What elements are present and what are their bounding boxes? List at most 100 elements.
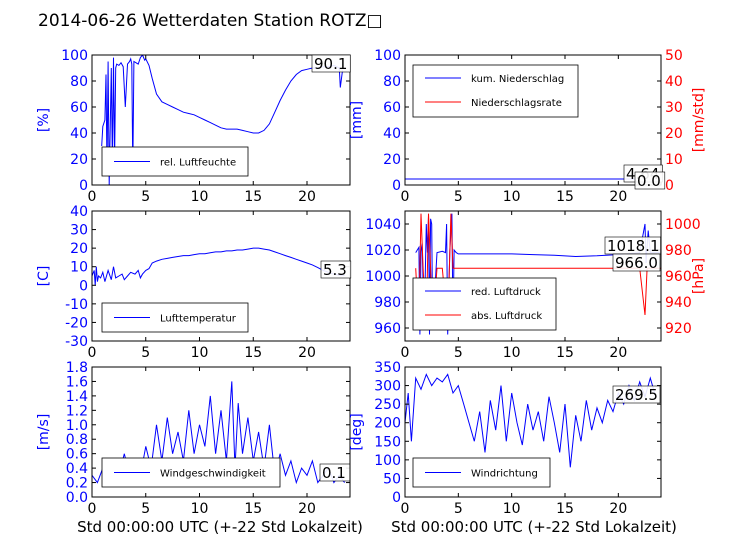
y-tick-label: 20 — [70, 241, 88, 257]
x-tick-label: 0 — [401, 345, 410, 361]
y-tick-label: 0.6 — [66, 447, 88, 463]
figure-title: 2014-06-26 Wetterdaten Station ROTZ□ — [38, 11, 383, 31]
y-tick-label: 0.8 — [66, 432, 88, 448]
end-value-label: 1018.1 — [607, 237, 660, 255]
y2-axis-label: [hPa] — [691, 258, 707, 294]
end-value-label: 0.0 — [637, 172, 661, 190]
y2-tick-label: 1000 — [665, 217, 701, 233]
plot-frame — [91, 54, 351, 186]
y-tick-label: 40 — [383, 126, 401, 142]
series-line-1 — [405, 373, 657, 468]
chart-panel-2: 0 5 10 15 20 0 20 40 60 80 100 0 10 20 30 40 50 [mm] [mm/s… — [349, 48, 707, 205]
y-axis-label: [mm] — [349, 101, 365, 139]
x-tick-label: 15 — [556, 345, 574, 361]
y-tick-label: 150 — [374, 434, 401, 450]
y-tick-label: 100 — [374, 48, 401, 64]
x-axis-title-left: Std 00:00:00 UTC (+-22 Std Lokalzeit) — [77, 518, 363, 536]
x-tick-label: 10 — [191, 189, 209, 205]
series-line-1 — [101, 55, 343, 185]
x-tick-label: 20 — [298, 501, 316, 517]
y-tick-label: 980 — [374, 295, 401, 311]
legend-label: Lufttemperatur — [160, 314, 237, 325]
y-tick-label: -20 — [65, 315, 88, 331]
y-axis-label: [deg] — [349, 413, 365, 450]
end-value-box — [311, 54, 351, 73]
x-tick-label: 15 — [556, 189, 574, 205]
x-tick-label: 5 — [454, 189, 463, 205]
y2-tick-label: 50 — [665, 48, 683, 64]
y-tick-label: 100 — [61, 48, 88, 64]
x-tick-label: 5 — [141, 345, 150, 361]
y-tick-label: 0.0 — [66, 490, 88, 506]
series-line-1 — [92, 247, 345, 286]
x-tick-label: 20 — [609, 345, 627, 361]
legend-label: red. Luftdruck — [471, 287, 541, 298]
chart-panel-1: 0 5 10 15 20 0 20 40 60 80 100 [%] rel. Luftfeuchte 9… — [36, 48, 351, 205]
x-tick-label: 15 — [244, 345, 262, 361]
y-tick-label: 960 — [374, 321, 401, 337]
x-tick-label: 10 — [503, 501, 521, 517]
y-tick-label: -10 — [65, 297, 88, 313]
legend-label: Windrichtung — [471, 469, 538, 480]
legend: rel. Luftfeuchte — [101, 146, 249, 177]
y-tick-label: 350 — [374, 360, 401, 376]
y-tick-label: 20 — [70, 152, 88, 168]
x-tick-label: 10 — [191, 501, 209, 517]
x-tick-label: 5 — [141, 189, 150, 205]
y-tick-label: 0 — [392, 490, 401, 506]
legend-label: Niederschlagsrate — [471, 98, 562, 109]
y-tick-label: 300 — [374, 379, 401, 395]
end-value-label: 5.3 — [323, 261, 347, 279]
y-tick-label: 1000 — [365, 269, 401, 285]
y2-axis-label: [mm/std] — [691, 88, 707, 153]
end-value-box — [612, 385, 661, 404]
y2-tick-label: 10 — [665, 152, 683, 168]
x-tick-label: 5 — [454, 345, 463, 361]
y-tick-label: 30 — [70, 223, 88, 239]
legend: Lufttemperatur — [101, 302, 249, 333]
y2-tick-label: 20 — [665, 126, 683, 142]
y-tick-label: 0 — [392, 178, 401, 194]
x-tick-label: 0 — [401, 189, 410, 205]
legend-box — [412, 277, 557, 331]
chart-panel-5: 0 5 10 15 20 0.00.20.40.60.81.01.21.41.61.8 [m… — [36, 360, 351, 517]
x-tick-label: 15 — [556, 501, 574, 517]
y2-tick-label: 960 — [665, 269, 692, 285]
legend-label: Windgeschwindigkeit — [160, 469, 266, 480]
y-axis-label: [C] — [36, 266, 52, 287]
y2-tick-label: 940 — [665, 295, 692, 311]
y-axis-label: [%] — [36, 108, 52, 132]
y-tick-label: 0.4 — [66, 461, 88, 477]
end-value-label: 269.5 — [615, 386, 658, 404]
legend: red. Luftdruck abs. Luftdruck — [412, 277, 557, 331]
legend-label: kum. Niederschlag — [471, 74, 564, 85]
end-value-label: 90.1 — [314, 55, 347, 73]
x-tick-label: 10 — [191, 345, 209, 361]
legend-label: rel. Luftfeuchte — [160, 158, 236, 169]
y-tick-label: 0 — [79, 278, 88, 294]
y-tick-label: 100 — [374, 453, 401, 469]
y-tick-label: 0 — [79, 178, 88, 194]
end-value-box — [320, 260, 352, 279]
end-value-box — [634, 171, 666, 190]
legend: Windgeschwindigkeit — [101, 457, 281, 488]
plot-frame — [404, 366, 662, 498]
x-tick-label: 10 — [503, 189, 521, 205]
y-tick-label: 40 — [70, 204, 88, 220]
x-tick-label: 20 — [609, 501, 627, 517]
legend: kum. Niederschlag Niederschlagsrate — [412, 64, 579, 118]
x-tick-label: 0 — [401, 501, 410, 517]
y-tick-label: 80 — [383, 74, 401, 90]
x-tick-label: 20 — [298, 189, 316, 205]
x-tick-label: 5 — [454, 501, 463, 517]
y-tick-label: 10 — [70, 260, 88, 276]
y2-tick-label: 40 — [665, 74, 683, 90]
chart-panel-6: 0 5 10 15 20050100150200250300350[deg]Windri… — [349, 360, 662, 517]
y-tick-label: 60 — [70, 100, 88, 116]
y-tick-label: 200 — [374, 416, 401, 432]
y-tick-label: 250 — [374, 397, 401, 413]
chart-panel-3: 0 5 10 15 20 -30 -20 -10 0 10 20 30 40 [C] Lufttempera… — [36, 204, 352, 361]
